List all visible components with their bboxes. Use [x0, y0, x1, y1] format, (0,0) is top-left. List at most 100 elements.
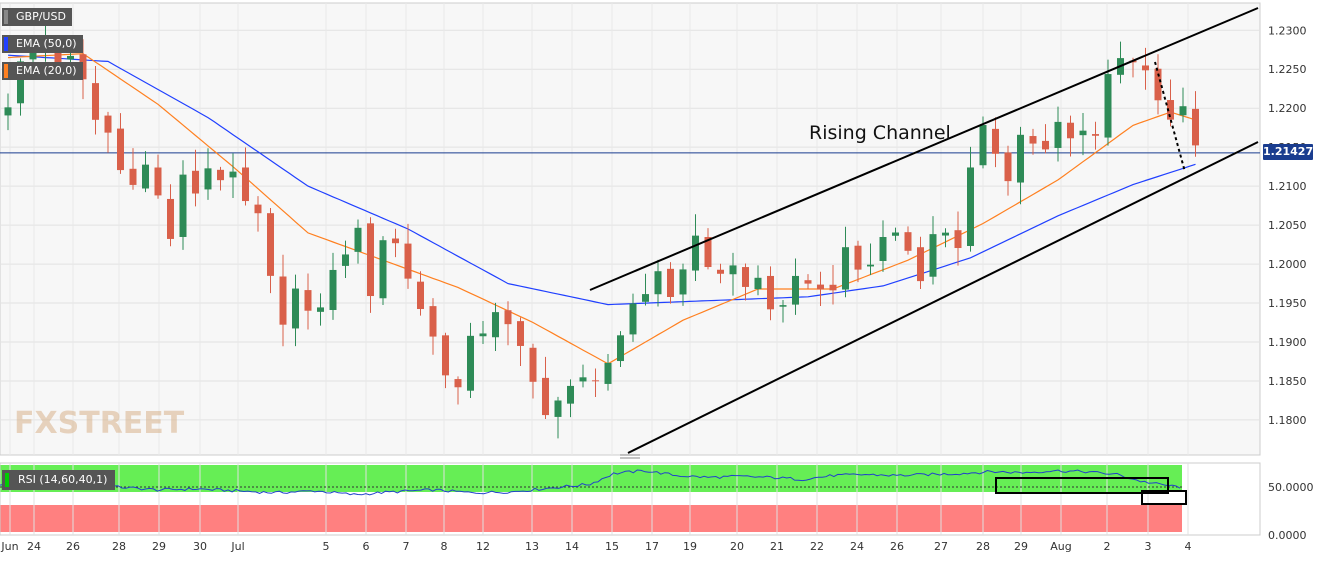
x-tick-label: 28 [976, 540, 990, 553]
x-tick-label: 30 [193, 540, 207, 553]
candle-body [1142, 65, 1149, 71]
x-tick-label: 3 [1145, 540, 1152, 553]
x-tick-label: 21 [770, 540, 784, 553]
legend-ema50: EMA (50,0) [2, 35, 83, 53]
x-tick-label: 29 [152, 540, 166, 553]
y-tick-label: 1.2300 [1268, 24, 1307, 37]
candle-body [417, 281, 424, 310]
watermark: FXSTREET [14, 406, 185, 441]
candle-body [792, 275, 799, 305]
candle-body [1154, 68, 1162, 101]
candle-body [629, 303, 637, 335]
x-tick-label: 8 [441, 540, 448, 553]
y-tick-label: 1.1800 [1268, 414, 1307, 427]
candle-body [517, 321, 524, 346]
candle-body [579, 377, 587, 382]
candle-body [104, 115, 112, 133]
candle-body [704, 237, 712, 268]
candle-body [1067, 122, 1074, 139]
x-tick-label: 24 [850, 540, 864, 553]
legend-rsi-label: RSI (14,60,40,1) [18, 473, 108, 486]
x-tick-label: 14 [565, 540, 579, 553]
candle-body [479, 333, 487, 337]
candle-body [229, 171, 237, 178]
candle-body [529, 347, 537, 382]
channel-lower-line [627, 141, 1259, 454]
y-tick-label: 1.1900 [1268, 336, 1307, 349]
candle-body [492, 312, 499, 338]
candle-body [467, 335, 474, 391]
candle-body [979, 125, 987, 166]
candle-body [379, 240, 387, 299]
x-tick-label: 5 [323, 540, 330, 553]
candle-body [804, 280, 812, 284]
y-tick-label: 1.1850 [1268, 375, 1307, 388]
legend-ema20-label: EMA (20,0) [16, 64, 77, 77]
candle-body [404, 243, 412, 279]
candle-body [754, 277, 762, 290]
candle-body [442, 335, 449, 376]
x-tick-label: Aug [1050, 540, 1071, 553]
candle-body [279, 276, 287, 325]
candle-body [1167, 100, 1174, 120]
channel-upper-line [589, 7, 1259, 291]
candle-body [429, 306, 437, 337]
x-tick-label: 6 [363, 540, 370, 553]
candle-body [667, 268, 674, 297]
candle-body [304, 290, 312, 311]
x-tick-label: 2 [1104, 540, 1111, 553]
candle-body [1017, 134, 1024, 183]
ema-50-layer [7, 54, 1196, 306]
y-tick-label: 1.1950 [1268, 297, 1307, 310]
legend-ema20-swatch [4, 64, 8, 78]
legend-pair: GBP/USD [2, 8, 72, 26]
x-tick-label: 29 [1014, 540, 1028, 553]
candle-body [779, 305, 787, 307]
x-tick-label: 15 [605, 540, 619, 553]
candle-body [79, 54, 87, 80]
x-tick-label: 13 [525, 540, 539, 553]
x-tick-label: 20 [730, 540, 744, 553]
candle-body [1092, 134, 1099, 136]
candle-body [854, 245, 862, 270]
candle-body [829, 284, 837, 291]
dotted-trend-line [1154, 61, 1186, 173]
candle-body [679, 269, 687, 295]
x-tick-label: 12 [476, 540, 490, 553]
x-tick-label: 17 [645, 540, 659, 553]
candle-body [1004, 152, 1012, 182]
rsi-plot [0, 462, 1261, 536]
candle-body [1179, 106, 1187, 116]
candle-body [929, 234, 937, 277]
overlays: Rising Channel FXSTREET [14, 7, 1259, 459]
y-tick-label: 1.2200 [1268, 102, 1307, 115]
x-tick-label: 4 [1185, 540, 1192, 553]
candle-body [17, 61, 24, 104]
candle-body [592, 380, 599, 382]
rsi-y-tick-label: 50.0000 [1268, 481, 1314, 494]
candle-body [204, 168, 212, 190]
x-tick-label: 19 [683, 540, 697, 553]
ema-50-line [7, 54, 1196, 306]
candle-body [179, 174, 187, 237]
candle-body [4, 107, 12, 116]
candle-body [392, 238, 399, 244]
candle-body [654, 271, 662, 295]
candle-body [917, 247, 924, 282]
candle-body [542, 377, 549, 416]
candle-body [717, 269, 724, 274]
candle-body [329, 269, 337, 310]
ema-20-layer [7, 53, 1196, 365]
rsi-line [0, 469, 1181, 496]
candle-body [1079, 130, 1087, 136]
candle-body [817, 284, 824, 290]
candle-body [242, 167, 249, 202]
candle-body [254, 204, 262, 214]
rsi-oversold-zone [0, 505, 1182, 532]
rsi-layer [0, 469, 1187, 505]
candle-body [554, 400, 562, 417]
candle-body [192, 170, 199, 194]
rising-channel-label: Rising Channel [809, 122, 951, 144]
